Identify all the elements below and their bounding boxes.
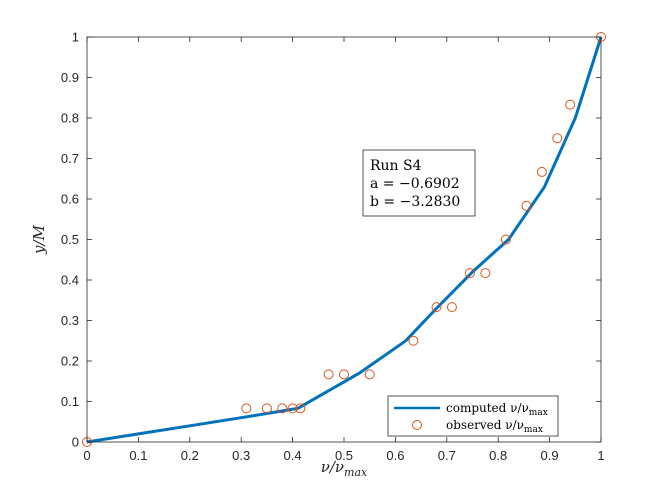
computed-series-line [86, 36, 603, 444]
y-tick-label: 0.3 [61, 313, 79, 328]
x-axis-label-sub: max [344, 466, 368, 479]
observed-point [565, 99, 576, 110]
x-tick-label: 0 [83, 448, 90, 463]
observed-point [287, 403, 298, 414]
x-tick-label: 0.8 [489, 448, 507, 463]
observed-point [552, 133, 563, 144]
legend-marker-swatch [412, 420, 422, 430]
observed-point [277, 403, 288, 414]
legend-entry-computed-main: computed ν/ν [446, 401, 529, 415]
series-layer [82, 32, 606, 447]
y-tick-label: 0.8 [61, 111, 79, 126]
annotation-line-1: Run S4 [370, 158, 422, 174]
observed-point [521, 200, 532, 211]
observed-point [261, 403, 272, 414]
legend-entry-computed-sub: max [529, 408, 548, 418]
annotation-frame [362, 149, 476, 217]
legend-entry-observed: observed ν/νmax [446, 418, 543, 435]
y-tick-label: 0.1 [61, 394, 79, 409]
x-tick-label: 0.5 [335, 448, 353, 463]
annotation-line-3: b = −3.2830 [370, 194, 460, 210]
x-tick-label: 0.2 [181, 448, 199, 463]
legend-entry-observed-sub: max [524, 425, 543, 435]
x-tick-label: 0.9 [541, 448, 559, 463]
observed-point [536, 166, 547, 177]
observed-point [364, 369, 375, 380]
observed-point [446, 302, 457, 313]
ticks-layer: 0 0.1 0.2 0.3 0.4 0.5 0.6 0.7 0.8 0.9 1 0 0.1 0.2 0.3 0… [61, 30, 605, 464]
observed-point [295, 403, 306, 414]
observed-point [431, 302, 442, 313]
observed-point [323, 369, 334, 380]
x-tick-label: 0.6 [386, 448, 404, 463]
x-tick-label: 0.4 [284, 448, 302, 463]
y-axis-label: y/M [30, 224, 48, 255]
observed-point [480, 268, 491, 279]
plot-background [87, 37, 601, 442]
x-tick-label: 0.7 [438, 448, 456, 463]
annotation-line-2: a = −0.6902 [370, 176, 460, 192]
observed-point [464, 268, 475, 279]
y-tick-label: 1 [72, 30, 79, 45]
x-tick-label: 1 [597, 448, 604, 463]
observed-point [500, 234, 511, 245]
observed-point [408, 335, 419, 346]
x-tick-label: 0.3 [232, 448, 250, 463]
x-axis-label-main: ν/ν [321, 458, 344, 476]
plot-area: 0 0.1 0.2 0.3 0.4 0.5 0.6 0.7 0.8 0.9 1 0 0.1 0.2 0.3 0… [61, 30, 606, 464]
x-axis-label: ν/νmax [321, 458, 368, 479]
y-tick-label: 0.4 [61, 273, 79, 288]
x-tick-label: 0.1 [129, 448, 147, 463]
y-tick-label: 0.2 [61, 354, 79, 369]
legend-entry-observed-main: observed ν/ν [446, 418, 524, 432]
legend: computed ν/νmax observed ν/νmax [387, 395, 559, 437]
y-tick-label: 0.7 [61, 151, 79, 166]
annotation-box: Run S4 a = −0.6902 b = −3.2830 [362, 149, 476, 217]
observed-point [339, 369, 349, 380]
y-tick-label: 0.9 [61, 70, 79, 85]
y-tick-label: 0.6 [61, 192, 79, 207]
y-tick-label: 0.5 [61, 232, 79, 247]
y-tick-label: 0 [72, 435, 79, 450]
observed-point [241, 403, 252, 414]
legend-entry-computed: computed ν/νmax [446, 401, 548, 418]
